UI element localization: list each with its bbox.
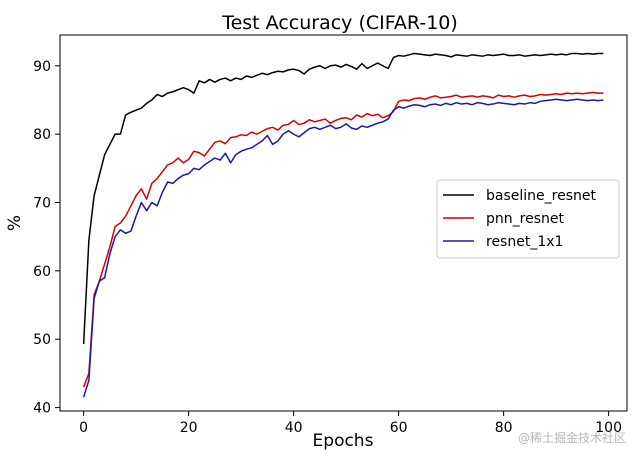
legend-box — [436, 179, 620, 259]
x-axis-label: Epochs — [313, 431, 374, 451]
chart-title: Test Accuracy (CIFAR-10) — [221, 12, 458, 34]
y-axis-label: % — [5, 215, 25, 231]
series-line-baseline-resnet — [82, 52, 604, 345]
x-tick-label: 20 — [180, 420, 198, 436]
series-line-resnet-1x1 — [82, 98, 604, 398]
legend: baseline_resnet pnn_resnet resnet_1x1 — [436, 179, 620, 259]
x-tick-label: 0 — [79, 420, 88, 436]
legend-label-baseline-resnet: baseline_resnet — [486, 188, 596, 204]
plot-area — [82, 52, 604, 398]
legend-label-resnet-1x1: resnet_1x1 — [486, 234, 563, 250]
x-tick-label: 80 — [495, 420, 513, 436]
x-tick-label: 60 — [390, 420, 408, 436]
series-line-pnn-resnet — [82, 91, 604, 388]
y-tick-label: 60 — [33, 264, 51, 280]
y-tick-label: 90 — [33, 59, 51, 75]
y-tick-label: 50 — [33, 332, 51, 348]
y-tick-label: 40 — [33, 401, 51, 417]
plot-frame — [59, 34, 628, 412]
x-tick-label: 40 — [285, 420, 303, 436]
y-tick-label: 80 — [33, 127, 51, 143]
watermark: @稀土掘金技术社区 — [517, 431, 626, 445]
x-tick-label: 100 — [595, 420, 622, 436]
y-tick-label: 70 — [33, 195, 51, 211]
legend-label-pnn-resnet: pnn_resnet — [486, 211, 564, 227]
x-axis: 0 20 40 60 80 100 — [79, 411, 622, 436]
y-axis: 40 50 60 70 80 90 — [33, 59, 60, 417]
